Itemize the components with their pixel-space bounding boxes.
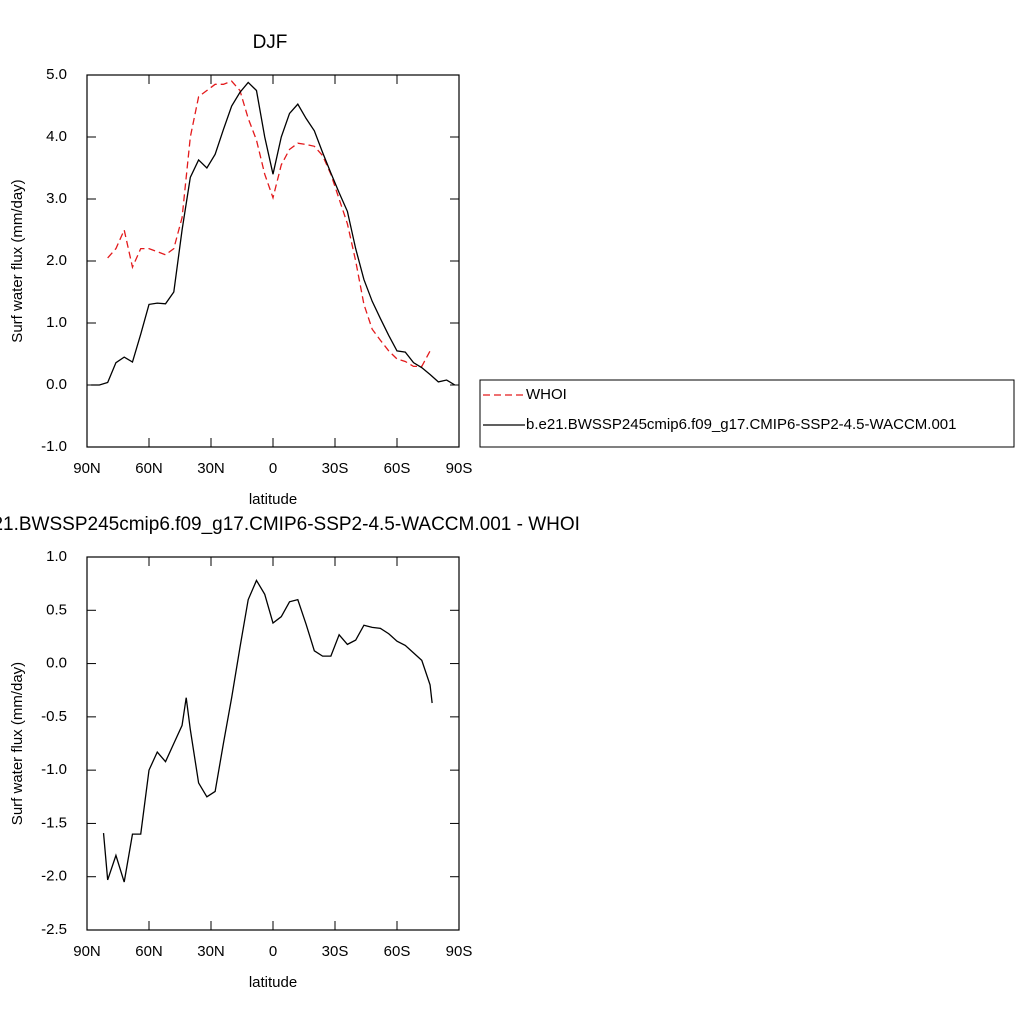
x-tick-label: 60S xyxy=(384,943,411,960)
y-tick-label: 1.0 xyxy=(46,548,67,565)
x-tick-label: 90N xyxy=(73,943,101,960)
x-tick-label: 30S xyxy=(322,460,349,477)
x-axis-label: latitude xyxy=(249,491,297,508)
data-line xyxy=(107,80,431,368)
y-tick-label: 1.0 xyxy=(46,314,67,331)
y-tick-label: -1.0 xyxy=(41,438,67,455)
y-tick-label: 0.0 xyxy=(46,376,67,393)
y-tick-label: -2.5 xyxy=(41,921,67,938)
y-tick-label: 5.0 xyxy=(46,66,67,83)
x-tick-label: 60S xyxy=(384,460,411,477)
legend-label: b.e21.BWSSP245cmip6.f09_g17.CMIP6-SSP2-4… xyxy=(526,416,956,433)
y-tick-label: 0.0 xyxy=(46,655,67,672)
y-tick-label: 2.0 xyxy=(46,252,67,269)
y-tick-label: 4.0 xyxy=(46,128,67,145)
x-axis-label: latitude xyxy=(249,974,297,991)
chart-title: DJF xyxy=(253,32,288,53)
y-tick-label: -1.0 xyxy=(41,761,67,778)
x-tick-label: 0 xyxy=(269,460,277,477)
x-tick-label: 30N xyxy=(197,460,225,477)
x-tick-label: 0 xyxy=(269,943,277,960)
x-tick-label: 90S xyxy=(446,943,473,960)
chart-title: b.e21.BWSSP245cmip6.f09_g17.CMIP6-SSP2-4… xyxy=(0,514,580,535)
legend-box xyxy=(479,379,1015,448)
data-line xyxy=(91,81,456,386)
x-tick-label: 90S xyxy=(446,460,473,477)
x-tick-label: 90N xyxy=(73,460,101,477)
legend-label: WHOI xyxy=(526,386,567,403)
y-tick-label: -1.5 xyxy=(41,814,67,831)
y-axis-label: Surf water flux (mm/day) xyxy=(9,662,26,825)
x-tick-label: 60N xyxy=(135,943,163,960)
x-tick-label: 60N xyxy=(135,460,163,477)
x-tick-label: 30S xyxy=(322,943,349,960)
y-tick-label: 3.0 xyxy=(46,190,67,207)
y-axis-label: Surf water flux (mm/day) xyxy=(9,179,26,342)
y-tick-label: -2.0 xyxy=(41,868,67,885)
plot-frame xyxy=(86,74,460,448)
x-tick-label: 30N xyxy=(197,943,225,960)
data-line xyxy=(102,579,433,883)
y-tick-label: -0.5 xyxy=(41,708,67,725)
y-tick-label: 0.5 xyxy=(46,601,67,618)
plot-frame xyxy=(86,556,460,931)
